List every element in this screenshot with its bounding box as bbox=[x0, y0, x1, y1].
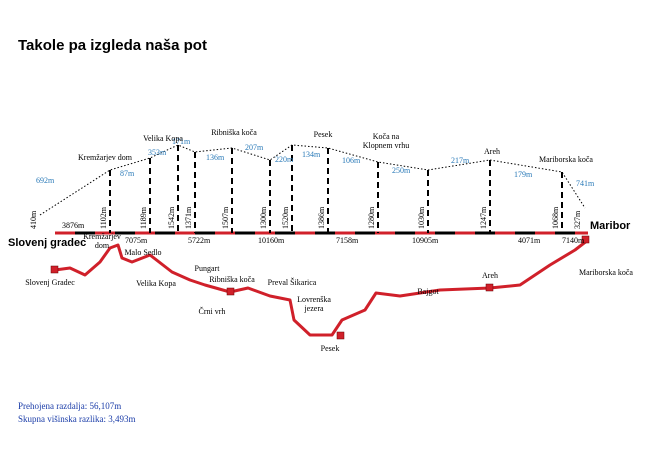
map-label: Lovrenška bbox=[297, 295, 331, 304]
map-route bbox=[54, 238, 589, 337]
elevation-label: 1068m bbox=[551, 206, 560, 229]
ascent-label: 207m bbox=[245, 143, 264, 152]
ascent-label: 136m bbox=[206, 153, 225, 162]
map-label: dom bbox=[95, 241, 110, 250]
distance-label: 7158m bbox=[336, 236, 359, 245]
map-label: Malo Sedlo bbox=[124, 248, 161, 257]
elevation-label: 1507m bbox=[221, 206, 230, 229]
profile-line bbox=[39, 144, 586, 216]
map-label: Ribniška koča bbox=[209, 275, 255, 284]
point-label: Mariborska koča bbox=[539, 155, 593, 164]
map-label: Bajgot bbox=[417, 287, 439, 296]
start-label: Slovenj gradec bbox=[8, 237, 86, 249]
map-label: Mariborska koča bbox=[579, 268, 633, 277]
elevation-label: 327m bbox=[573, 210, 582, 229]
distance-label: 7140m bbox=[562, 236, 585, 245]
map-label: Slovenj Gradec bbox=[25, 278, 75, 287]
elevation-label: 1300m bbox=[259, 206, 268, 229]
ascent-label: 741m bbox=[576, 179, 595, 188]
point-label: Kremžarjev dom bbox=[78, 153, 133, 162]
map-label: Pesek bbox=[321, 344, 340, 353]
footer-text: Prehojena razdalja: 56,107m bbox=[18, 401, 121, 411]
ascent-label: 134m bbox=[302, 150, 321, 159]
elevation-label: 1102m bbox=[99, 206, 108, 229]
elevation-label: 1247m bbox=[479, 206, 488, 229]
point-label: Koča na bbox=[373, 132, 400, 141]
elevation-label: 1542m bbox=[167, 206, 176, 229]
map-label: Preval Šikarica bbox=[268, 278, 317, 287]
ascent-label: 87m bbox=[120, 169, 135, 178]
end-label: Maribor bbox=[590, 220, 631, 232]
point-label: Velika Kopa bbox=[143, 134, 183, 143]
ascent-label: 171m bbox=[172, 137, 191, 146]
map-label: Kremžarjev bbox=[83, 232, 121, 241]
distance-label: 7075m bbox=[125, 236, 148, 245]
distance-label: 5722m bbox=[188, 236, 211, 245]
map-label: Črni vrh bbox=[199, 306, 226, 316]
map-label: Velika Kopa bbox=[136, 279, 176, 288]
map-label: Pungart bbox=[195, 264, 221, 273]
elevation-label: 410m bbox=[29, 210, 38, 229]
elevation-label: 1189m bbox=[139, 206, 148, 229]
elevation-label: 1280m bbox=[367, 206, 376, 229]
point-label: Areh bbox=[484, 147, 500, 156]
elevation-label: 1520m bbox=[281, 206, 290, 229]
ascent-label: 106m bbox=[342, 156, 361, 165]
ascent-label: 217m bbox=[451, 156, 470, 165]
ascent-label: 250m bbox=[392, 166, 411, 175]
map-label: Areh bbox=[482, 271, 498, 280]
ascent-label: 179m bbox=[514, 170, 533, 179]
point-label: Klopnem vrhu bbox=[363, 141, 409, 150]
ascent-label: 353m bbox=[148, 148, 167, 157]
footer-text: Skupna višinska razlika: 3,493m bbox=[18, 414, 135, 424]
title: Takole pa izgleda naša pot bbox=[18, 37, 207, 54]
distance-label: 4071m bbox=[518, 236, 541, 245]
distance-label: 3876m bbox=[62, 221, 85, 230]
elevation-label: 1371m bbox=[184, 206, 193, 229]
distance-label: 10160m bbox=[258, 236, 285, 245]
map-label: jezera bbox=[303, 304, 324, 313]
elevation-label: 1386m bbox=[317, 206, 326, 229]
ascent-label: 692m bbox=[36, 176, 55, 185]
distance-label: 10905m bbox=[412, 236, 439, 245]
ascent-label: 220m bbox=[275, 155, 294, 164]
map-markers bbox=[50, 235, 590, 340]
point-label: Pesek bbox=[314, 130, 333, 139]
point-label: Ribniška koča bbox=[211, 128, 257, 137]
elevation-label: 1030m bbox=[417, 206, 426, 229]
